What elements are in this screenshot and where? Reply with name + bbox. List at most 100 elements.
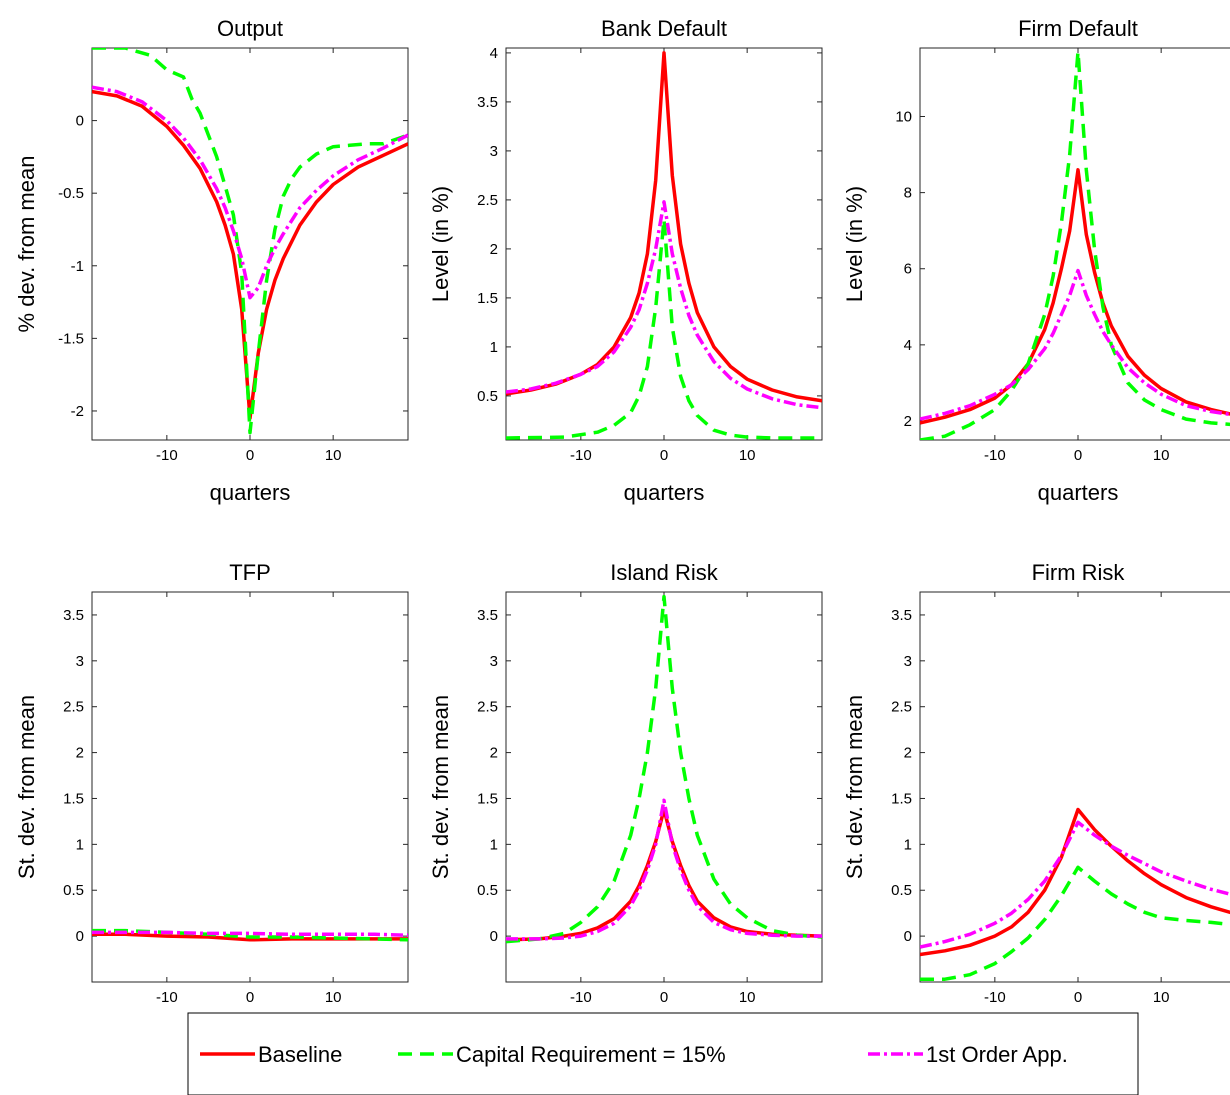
y-axis-label: St. dev. from mean bbox=[842, 695, 867, 879]
legend: Baseline Capital Requirement = 15% 1st O… bbox=[187, 1012, 1139, 1095]
y-tick-label: 3 bbox=[490, 143, 498, 160]
legend-label-capital-requirement: Capital Requirement = 15% bbox=[456, 1042, 726, 1067]
x-tick-label: -10 bbox=[984, 989, 1006, 1006]
y-tick-label: -1 bbox=[71, 258, 84, 275]
series-line-first-order bbox=[506, 200, 822, 410]
x-tick-label: 0 bbox=[246, 989, 254, 1006]
y-axis-label: % dev. from mean bbox=[14, 156, 39, 333]
y-tick-label: 1.5 bbox=[477, 790, 498, 807]
y-axis-label: St. dev. from mean bbox=[14, 695, 39, 879]
x-tick-label: 0 bbox=[1074, 447, 1082, 464]
y-tick-label: 0 bbox=[76, 928, 84, 945]
series-line-baseline bbox=[920, 168, 1230, 425]
plot-area-3 bbox=[919, 47, 1230, 441]
x-tick-label: -10 bbox=[156, 989, 178, 1006]
y-tick-label: 1 bbox=[76, 836, 84, 853]
y-tick-label: 2 bbox=[76, 745, 84, 762]
y-tick-label: -0.5 bbox=[58, 185, 84, 202]
x-tick-label: 0 bbox=[660, 447, 668, 464]
y-tick-label: 10 bbox=[895, 109, 912, 126]
y-tick-label: 2.5 bbox=[891, 699, 912, 716]
x-tick-label: 10 bbox=[739, 447, 756, 464]
y-tick-label: 0 bbox=[904, 928, 912, 945]
subplot-3: -10 0 10 10 8 6 4 2 Firm Default quarters Level (i… bbox=[842, 16, 1230, 505]
subplot-6: -10 0 10 3.5 3 2.5 2 1.5 1 0.5 0 Firm Risk St. dev. … bbox=[842, 560, 1230, 1006]
y-tick-label: 8 bbox=[904, 185, 912, 202]
x-tick-label: 10 bbox=[1153, 447, 1170, 464]
y-tick-label: 2 bbox=[490, 241, 498, 258]
series-line-capital-requirement bbox=[920, 50, 1230, 440]
x-tick-label: -10 bbox=[570, 447, 592, 464]
y-tick-label: 0.5 bbox=[63, 882, 84, 899]
plot-area-5 bbox=[505, 591, 823, 983]
y-tick-label: 2.5 bbox=[63, 699, 84, 716]
series-line-first-order bbox=[92, 930, 408, 937]
series-line-first-order bbox=[92, 85, 408, 300]
legend-label-baseline: Baseline bbox=[258, 1042, 342, 1067]
y-tick-label: 0.5 bbox=[477, 388, 498, 405]
y-tick-label: 4 bbox=[490, 45, 498, 62]
legend-box bbox=[187, 1012, 1139, 1095]
y-tick-label: 3 bbox=[76, 653, 84, 670]
subplot-4: -10 0 10 3.5 3 2.5 2 1.5 1 0.5 0 TFP St. dev. from m… bbox=[14, 560, 409, 1006]
y-tick-label: 6 bbox=[904, 261, 912, 278]
series-line-capital-requirement bbox=[506, 217, 822, 440]
y-tick-label: 1.5 bbox=[891, 790, 912, 807]
x-tick-label: -10 bbox=[156, 447, 178, 464]
y-tick-label: 1 bbox=[904, 836, 912, 853]
y-axis-label: Level (in %) bbox=[842, 186, 867, 302]
subplot-title: Island Risk bbox=[610, 560, 719, 585]
series-line-capital-requirement bbox=[506, 594, 822, 944]
subplot-title: Output bbox=[217, 16, 283, 41]
plot-area-2 bbox=[505, 47, 823, 441]
y-tick-label: 1.5 bbox=[477, 290, 498, 307]
y-tick-label: 0 bbox=[490, 928, 498, 945]
x-tick-label: 10 bbox=[739, 989, 756, 1006]
x-axis-label: quarters bbox=[1038, 480, 1119, 505]
series-line-first-order bbox=[920, 820, 1230, 949]
y-tick-label: 2 bbox=[490, 745, 498, 762]
y-tick-label: 3.5 bbox=[63, 607, 84, 624]
plot-area-1 bbox=[91, 47, 409, 441]
y-tick-label: 1 bbox=[490, 339, 498, 356]
x-tick-label: -10 bbox=[570, 989, 592, 1006]
y-tick-label: 2.5 bbox=[477, 192, 498, 209]
subplot-title: Firm Default bbox=[1018, 16, 1138, 41]
x-axis-label: quarters bbox=[624, 480, 705, 505]
y-tick-label: 0.5 bbox=[891, 882, 912, 899]
x-tick-label: 10 bbox=[325, 447, 342, 464]
y-tick-label: -2 bbox=[71, 403, 84, 420]
y-axis-label: Level (in %) bbox=[428, 186, 453, 302]
y-tick-label: 0 bbox=[76, 113, 84, 130]
subplot-1: -10 0 10 0 -0.5 -1 -1.5 -2 Output quarters % dev. … bbox=[14, 16, 409, 505]
y-tick-label: 3 bbox=[490, 653, 498, 670]
subplot-5: -10 0 10 3.5 3 2.5 2 1.5 1 0.5 0 Island Risk St. dev… bbox=[428, 560, 823, 1006]
legend-label-first-order: 1st Order App. bbox=[926, 1042, 1068, 1067]
y-tick-label: 3.5 bbox=[477, 607, 498, 624]
plot-area-4 bbox=[91, 591, 409, 983]
series-line-capital-requirement bbox=[920, 865, 1230, 981]
y-tick-label: 3.5 bbox=[477, 94, 498, 111]
series-line-baseline bbox=[920, 807, 1230, 957]
plot-area-6 bbox=[919, 591, 1230, 983]
y-tick-label: 3.5 bbox=[891, 607, 912, 624]
subplot-2: -10 0 10 4 3.5 3 2.5 2 1.5 1 0.5 Bank Default quarte… bbox=[428, 16, 823, 505]
x-tick-label: 10 bbox=[1153, 989, 1170, 1006]
y-tick-label: 2.5 bbox=[477, 699, 498, 716]
y-tick-label: 1.5 bbox=[63, 790, 84, 807]
y-tick-label: -1.5 bbox=[58, 330, 84, 347]
y-tick-label: 3 bbox=[904, 653, 912, 670]
x-tick-label: 0 bbox=[246, 447, 254, 464]
y-tick-label: 4 bbox=[904, 337, 912, 354]
subplot-title: Bank Default bbox=[601, 16, 727, 41]
x-axis-label: quarters bbox=[210, 480, 291, 505]
y-tick-label: 2 bbox=[904, 745, 912, 762]
series-line-baseline bbox=[506, 51, 822, 403]
series-line-first-order bbox=[920, 268, 1230, 421]
y-tick-label: 1 bbox=[490, 836, 498, 853]
subplot-title: Firm Risk bbox=[1032, 560, 1126, 585]
x-tick-label: -10 bbox=[984, 447, 1006, 464]
subplot-title: TFP bbox=[229, 560, 271, 585]
y-tick-label: 2 bbox=[904, 413, 912, 430]
